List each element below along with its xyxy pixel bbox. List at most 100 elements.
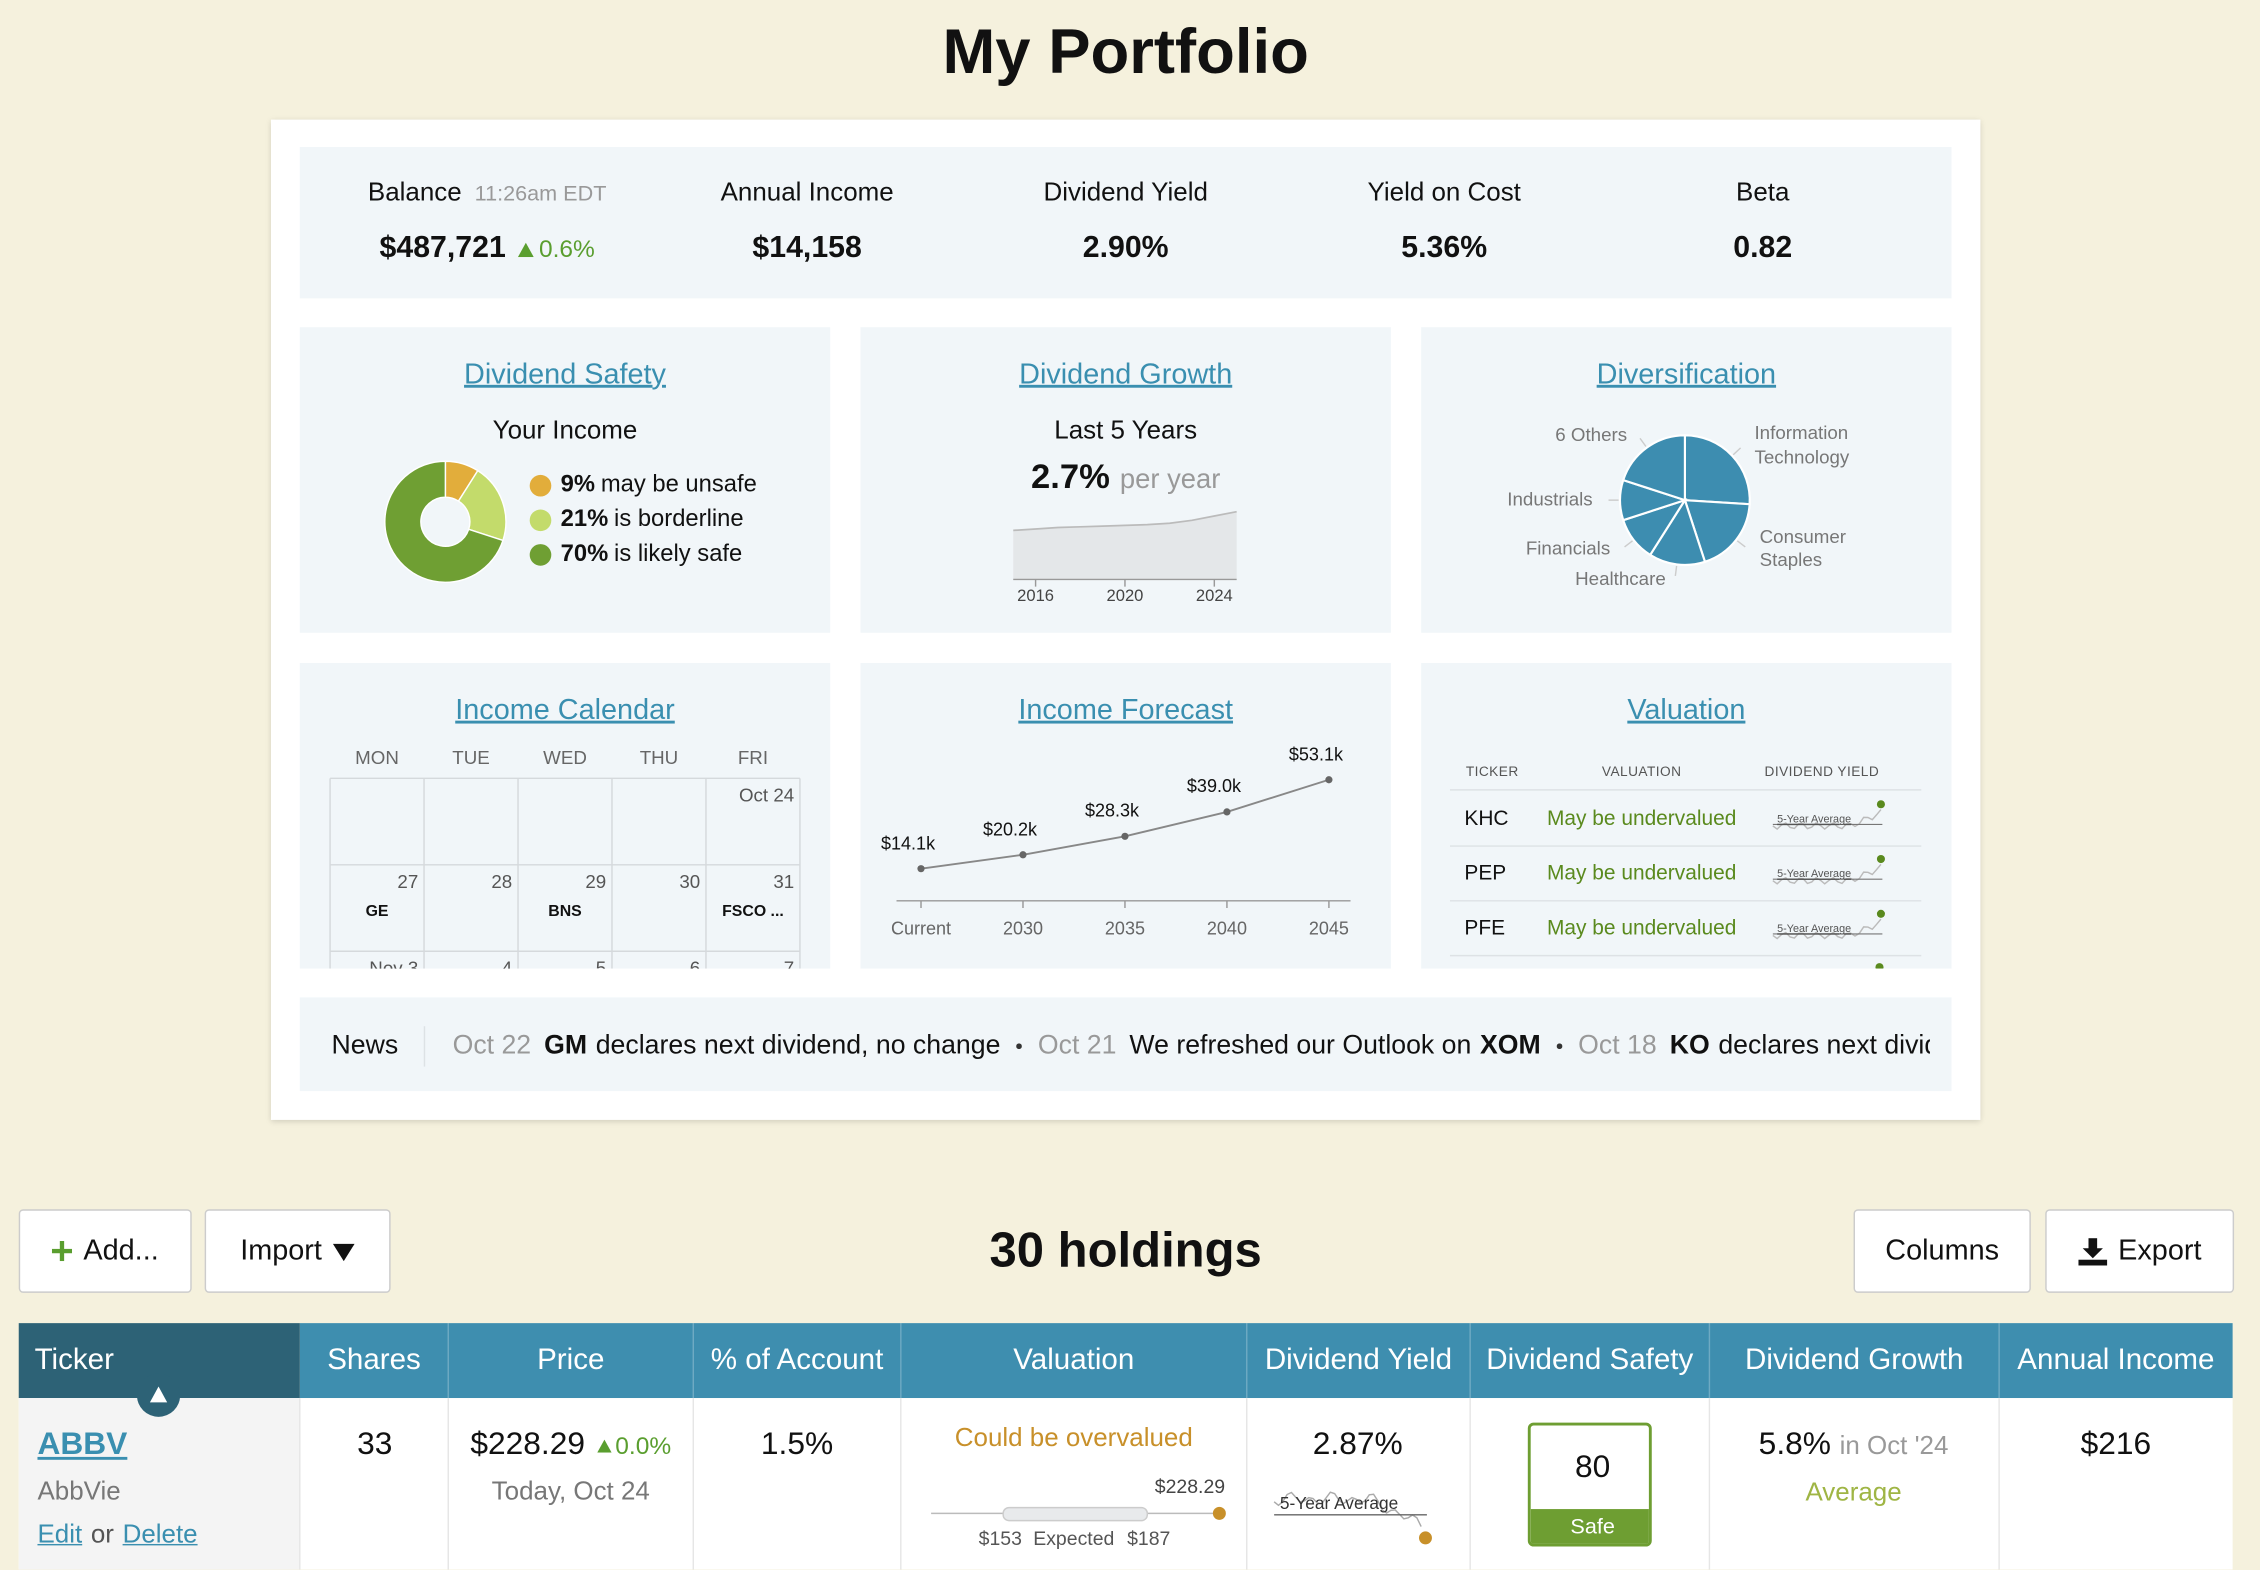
column-header[interactable]: Price <box>537 1342 605 1377</box>
point <box>1121 832 1129 840</box>
point <box>1223 808 1231 816</box>
valuation: May be undervalued <box>1546 807 1737 831</box>
column-header[interactable]: Dividend Growth <box>1745 1342 1964 1377</box>
pie-label: Healthcare <box>1575 567 1666 589</box>
table-header <box>299 1323 2233 1399</box>
button[interactable]: Export <box>2045 1209 2235 1293</box>
ticker[interactable]: ABBV <box>37 1425 128 1462</box>
stat-value-row: $14,158 <box>752 230 861 266</box>
ticker: KHC <box>1464 807 1509 831</box>
legend-label: may be unsafe <box>600 471 757 498</box>
sparkline <box>1772 863 1882 885</box>
news-text[interactable]: We refreshed our Outlook on <box>1129 1028 1472 1060</box>
annual-income: $216 <box>2080 1425 2152 1462</box>
edit-link[interactable]: Edit <box>37 1519 83 1549</box>
average-label: 5-Year Average <box>1279 1492 1399 1514</box>
graphics <box>896 776 1351 909</box>
point <box>917 865 925 873</box>
current-dot <box>1876 854 1885 864</box>
pie-label: Financials <box>1525 537 1611 559</box>
pie-slice <box>1683 434 1751 506</box>
icon <box>596 1439 611 1453</box>
download <box>2082 1237 2103 1258</box>
current-dot <box>1875 963 1884 969</box>
calendar-ticker: BNS <box>548 902 582 921</box>
button[interactable]: Add... <box>18 1209 192 1293</box>
card-title[interactable]: Dividend Growth <box>1019 358 1233 391</box>
safety-band <box>1530 1509 1649 1544</box>
calendar-ticker: GE <box>365 902 389 921</box>
card-title[interactable]: Dividend Safety <box>464 358 666 391</box>
growth-row: 5.8% in Oct '24 <box>1759 1425 1949 1463</box>
graphics <box>1608 434 1751 577</box>
page-title: My Portfolio <box>942 16 1309 88</box>
leader-line <box>1732 447 1742 456</box>
stat-label: Dividend Yield <box>1043 177 1208 207</box>
range-high: $187 <box>1127 1527 1171 1550</box>
graphics <box>329 777 801 969</box>
button[interactable]: Columns <box>1853 1209 2031 1293</box>
average-label: 5-Year Average <box>1777 921 1852 935</box>
calendar-date: Oct 24 <box>738 784 795 806</box>
x-tick-label: 2040 <box>1206 918 1247 940</box>
column-header[interactable]: Ticker <box>34 1342 114 1377</box>
row-actions: Edit or Delete <box>37 1519 197 1550</box>
valuation: May be undervalued <box>1546 917 1737 941</box>
table-row <box>18 1398 2233 1570</box>
column-header[interactable]: Shares <box>327 1342 421 1377</box>
donut-segment <box>457 469 507 542</box>
calendar-date: 6 <box>689 957 701 969</box>
growth-rate-row: 2.7% per year <box>1031 458 1220 500</box>
price-date: Today, Oct 24 <box>491 1476 650 1506</box>
card-title[interactable]: Valuation <box>1627 694 1746 727</box>
news-ticker[interactable]: KO <box>1669 1028 1710 1060</box>
stat-value-row: 5.36% <box>1401 230 1487 266</box>
value-label: $20.2k <box>982 819 1038 840</box>
button[interactable]: Import <box>204 1209 391 1293</box>
legend-entry: 9% may be unsafe <box>561 471 757 500</box>
leader-line <box>1639 437 1647 447</box>
card-title[interactable]: Income Calendar <box>455 694 675 727</box>
column-header[interactable]: Valuation <box>1013 1342 1135 1377</box>
column-header[interactable]: Annual Income <box>2017 1342 2215 1377</box>
stat-label: Beta <box>1736 177 1790 207</box>
bullet <box>1556 1043 1563 1050</box>
news-text[interactable]: declares next divide... <box>1718 1028 1930 1060</box>
news-ticker[interactable]: XOM <box>1479 1028 1541 1060</box>
card-title[interactable]: Diversification <box>1596 358 1777 391</box>
stat-change: 0.6% <box>538 235 595 263</box>
legend-label: is borderline <box>614 506 744 532</box>
column-header[interactable]: Dividend Safety <box>1486 1342 1694 1377</box>
current-yield-dot <box>1418 1531 1432 1545</box>
growth-note: in Oct '24 <box>1839 1430 1949 1460</box>
icon <box>517 242 534 258</box>
account-pct: 1.5% <box>760 1425 834 1462</box>
leader-line <box>1736 540 1746 548</box>
range-label: Expected <box>1033 1527 1115 1550</box>
card-subtitle: Last 5 Years <box>1054 415 1198 445</box>
point <box>1325 776 1333 784</box>
card-title[interactable]: Income Forecast <box>1018 694 1234 727</box>
news-ticker[interactable]: GM <box>544 1028 588 1060</box>
column-header[interactable]: Dividend Yield <box>1264 1342 1453 1377</box>
x-tick-label: 2020 <box>1106 588 1144 606</box>
icon <box>2077 1237 2107 1265</box>
stat-label: Annual Income <box>720 177 894 207</box>
card: Income Forecast Current 2030 2035 2040 2045 $1… <box>860 663 1391 969</box>
stat-value-row: $487,721 0.6% <box>380 230 595 266</box>
graphics <box>1013 510 1237 587</box>
legend-value: 21% <box>560 506 609 532</box>
news-text[interactable]: declares next dividend, no change <box>595 1028 1001 1060</box>
delete-link[interactable]: Delete <box>122 1519 198 1549</box>
card: Valuation TICKER VALUATION DIVIDEND YIELD KH… <box>1421 663 1952 969</box>
area <box>1013 511 1237 580</box>
range-low: $153 <box>978 1527 1022 1550</box>
calendar-date: 5 <box>595 957 607 969</box>
growth-unit: per year <box>1119 464 1221 496</box>
calendar-date: 7 <box>783 957 795 969</box>
or-text: or <box>90 1519 114 1549</box>
column-header[interactable]: % of Account <box>710 1342 884 1377</box>
triangle <box>517 242 534 258</box>
stat-value: $487,721 <box>379 231 506 265</box>
icon <box>1016 1043 1023 1050</box>
